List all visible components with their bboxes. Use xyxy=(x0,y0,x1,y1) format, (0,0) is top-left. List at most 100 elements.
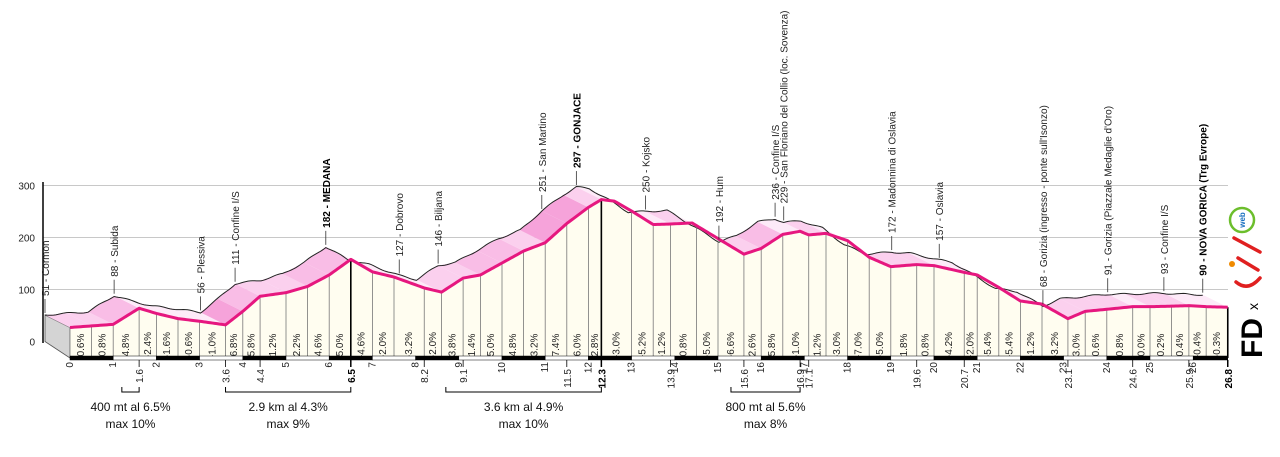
surface-segment xyxy=(153,306,200,322)
gradient-label: 1.4% xyxy=(467,333,478,356)
place-label: 90 - NOVA GORICA (Trg Evrope) xyxy=(1199,124,1210,276)
gradient-label: -2.0% xyxy=(428,332,439,358)
place-label: 172 - Madonnina di Oslavia xyxy=(888,111,899,233)
km-mark-label: 6.5 xyxy=(347,369,358,383)
surface-segment xyxy=(174,308,226,325)
km-tick-label: 17 xyxy=(799,362,810,374)
gradient-label: 4.8% xyxy=(508,333,519,356)
gradient-label: 0.8% xyxy=(1115,333,1126,356)
km-tick-label: 16 xyxy=(756,362,767,374)
km-tick-label: 15 xyxy=(713,362,724,374)
gradient-label: 3.8% xyxy=(447,333,458,356)
gradient-label: -1.6% xyxy=(162,332,173,358)
km-tick-label: 3 xyxy=(195,362,206,368)
gradient-label: 1.2% xyxy=(812,333,823,356)
surface-segment xyxy=(1125,293,1172,307)
km-mark-label: 26.8 xyxy=(1224,369,1235,389)
km-mark-label: 17.1 xyxy=(805,369,816,389)
climb-summary: 400 mt al 6.5% xyxy=(90,400,170,414)
place-label: 93 - Confine I/S xyxy=(1160,204,1171,274)
km-mark-label: 3.6 xyxy=(222,369,233,383)
km-tick-label: 22 xyxy=(1015,362,1026,374)
y-tick-label: 100 xyxy=(18,286,35,297)
km-tick-label: 21 xyxy=(972,362,983,374)
place-label: 297 - GONJACE xyxy=(572,93,583,168)
place-label: 236 - Confine I/S xyxy=(771,124,782,199)
km-bar-segment xyxy=(847,355,892,361)
surface-segment xyxy=(645,210,697,226)
km-bar-segment xyxy=(588,355,632,361)
gradient-label: -0.3% xyxy=(1212,332,1223,358)
km-bar-segment xyxy=(1106,355,1151,361)
gradient-label: -0.4% xyxy=(1193,332,1204,358)
gradient-label: 4.6% xyxy=(313,333,324,356)
km-mark-label: 13.9 xyxy=(666,369,677,389)
km-mark-label: 9.1 xyxy=(459,369,470,383)
surface-segment xyxy=(909,253,965,273)
gradient-label: 0.8% xyxy=(920,333,931,356)
climb-bracket xyxy=(445,387,602,393)
km-tick-label: 8 xyxy=(411,362,422,368)
km-bar-segment xyxy=(1063,355,1108,361)
surface-segment xyxy=(1181,294,1228,308)
place-label: 88 - Subida xyxy=(110,225,121,277)
climb-bracket xyxy=(730,387,801,393)
gradient-label: -6.6% xyxy=(726,332,737,358)
surface-segment xyxy=(865,252,917,267)
gradient-label: 0.0% xyxy=(1136,333,1147,356)
km-bar-segment xyxy=(415,355,460,361)
gradient-label: 5.8% xyxy=(767,333,778,356)
gradient-label: -3.0% xyxy=(832,332,843,358)
gradient-label: 0.4% xyxy=(1175,333,1186,356)
surface-segment xyxy=(541,194,589,224)
km-tick-label: 10 xyxy=(497,362,508,374)
surface-segment xyxy=(1081,294,1133,310)
place-label: 111 - Confine I/S xyxy=(231,191,242,265)
place-label: 157 - Oslavia xyxy=(935,182,946,241)
front-face xyxy=(70,199,1228,358)
km-tick-label: 6 xyxy=(324,362,335,368)
gradient-label: 1.2% xyxy=(268,333,279,356)
km-bar-segment xyxy=(1192,355,1229,361)
climb-summary: 3.6 km al 4.9% xyxy=(484,400,564,414)
surface-segment xyxy=(261,273,308,293)
km-tick-label: 18 xyxy=(843,362,854,374)
km-tick-label: 20 xyxy=(929,362,940,374)
surface-segment xyxy=(1107,294,1150,307)
gradient-label: 2.2% xyxy=(292,333,303,356)
km-mark-label: 12.3 xyxy=(597,369,608,389)
gradient-label: -1.0% xyxy=(208,332,219,358)
gradient-label: -3.2% xyxy=(1050,332,1061,358)
surface-segment xyxy=(1163,293,1207,307)
gradient-label: -5.4% xyxy=(983,332,994,358)
gradient-label: 0.2% xyxy=(1156,333,1167,356)
km-tick-label: 19 xyxy=(886,362,897,374)
km-mark-label: 4.4 xyxy=(256,369,267,383)
km-tick-label: 11 xyxy=(540,362,551,373)
km-bar-segment xyxy=(544,355,589,361)
place-label: 192 - Hum xyxy=(715,176,726,223)
gradient-label: 5.8% xyxy=(246,333,257,356)
gradient-label: 5.0% xyxy=(335,333,346,356)
km-bar-segment xyxy=(199,355,244,361)
surface-segment xyxy=(1060,296,1107,312)
km-tick-label: 14 xyxy=(670,362,681,374)
surface-segment xyxy=(891,252,934,266)
km-mark-label: 1.6 xyxy=(135,369,146,383)
climb-bracket xyxy=(225,387,352,393)
logo: FD x web xyxy=(1228,206,1269,358)
y-tick-label: 200 xyxy=(18,234,35,245)
profile-front-line xyxy=(69,198,1228,329)
km-mark-label: 16.9 xyxy=(796,369,807,389)
km-bar-segment xyxy=(933,355,978,361)
gradient-label: -2.0% xyxy=(966,332,977,358)
place-label: 91 - Gorizia (Piazzale Medaglie d'Oro) xyxy=(1104,106,1115,275)
climb-max-gradient: max 9% xyxy=(266,417,310,431)
place-label: 127 - Dobrovo xyxy=(395,193,406,257)
gradient-label: -1.2% xyxy=(1026,332,1037,358)
climb-max-gradient: max 8% xyxy=(744,417,788,431)
km-tick-label: 12 xyxy=(583,362,594,374)
gradient-label: 3.2% xyxy=(529,333,540,356)
place-label: 68 - Gorizia (ingresso - ponte sull'Ison… xyxy=(1039,105,1050,287)
